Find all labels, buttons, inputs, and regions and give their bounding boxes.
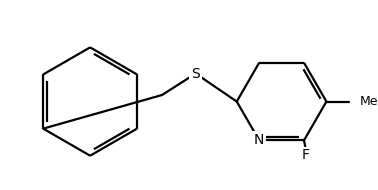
Text: N: N xyxy=(254,133,264,147)
Text: Me: Me xyxy=(360,95,378,108)
Text: S: S xyxy=(191,66,200,81)
Text: F: F xyxy=(302,148,310,162)
